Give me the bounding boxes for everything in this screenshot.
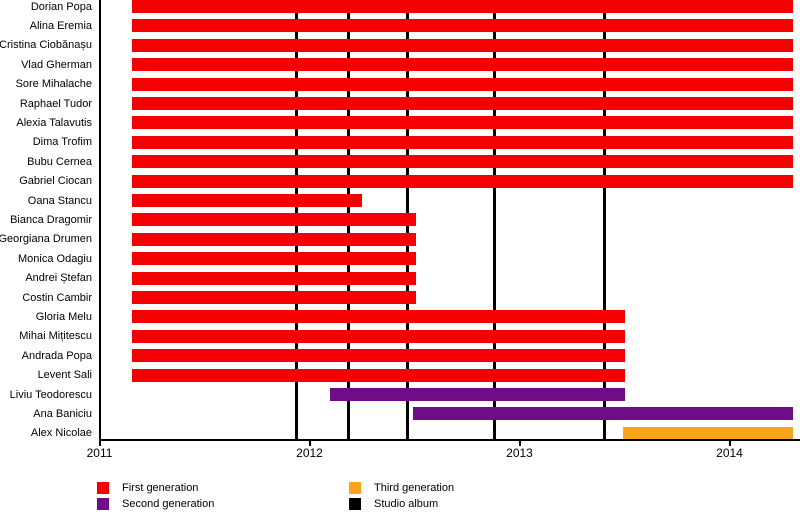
member-bar-second-generation [330,388,625,401]
member-bar-second-generation [413,407,794,421]
member-label: Alexia Talavutis [16,116,92,129]
member-label: Alina Eremia [29,19,92,32]
member-bar-first-generation [132,291,416,304]
member-bar-third-generation [623,426,794,440]
member-label: Alex Nicolae [30,427,92,440]
member-bar-first-generation [132,329,625,343]
member-bar-first-generation [132,252,416,266]
legend-label-album: Studio album [374,498,439,510]
member-bar-first-generation [132,349,625,363]
member-bar-first-generation [132,135,794,149]
member-bar-first-generation [132,0,794,13]
legend-label-second: Second generation [122,498,215,510]
member-bar-first-generation [132,77,794,91]
member-bar-first-generation [132,58,794,72]
member-label: Bubu Cernea [27,155,92,168]
member-label: Liviu Teodorescu [9,388,92,401]
legend-swatch-second [97,498,109,510]
member-label: Levent Sali [37,369,92,382]
member-label: Dorian Popa [30,0,92,13]
legend-swatch-third [349,482,361,494]
member-bar-first-generation [132,368,625,382]
member-label: Andrada Popa [21,349,92,362]
member-bar-first-generation [132,194,363,207]
member-label: Andrei Ștefan [25,272,92,285]
x-axis-line [99,439,800,441]
x-axis-tick-label: 2012 [296,446,323,460]
x-axis-tick-label: 2011 [86,446,113,460]
legend-label-first: First generation [122,482,199,494]
member-label: Cristina Ciobănașu [0,39,92,52]
x-axis-tick [518,441,521,446]
member-label: Sore Mihalache [15,78,92,91]
member-bar-first-generation [132,116,794,130]
member-bar-first-generation [132,174,794,188]
member-bar-first-generation [132,232,416,246]
y-axis-spine [99,0,101,440]
legend-swatch-album [349,498,361,510]
member-label: Monica Odagiu [18,252,92,265]
x-axis-tick [308,441,311,446]
member-bar-first-generation [132,97,794,110]
member-bar-first-generation [132,19,794,33]
member-label: Ana Baniciu [33,407,92,420]
legend-label-third: Third generation [374,482,455,494]
member-label: Vlad Gherman [21,58,92,71]
member-label: Georgiana Drumen [0,233,92,246]
legend-swatch-first [97,482,109,494]
member-label: Costin Cambir [22,291,92,304]
x-axis-tick-label: 2013 [506,446,533,460]
member-label: Mihai Mițitescu [19,330,92,343]
member-bar-first-generation [132,38,794,52]
member-label: Gloria Melu [35,310,92,323]
member-label: Dima Trofim [32,136,92,149]
member-bar-first-generation [132,310,625,324]
member-bar-first-generation [132,213,416,227]
member-label: Bianca Dragomir [10,213,92,226]
member-bar-first-generation [132,155,794,169]
member-label: Gabriel Ciocan [19,175,92,188]
member-bar-first-generation [132,271,416,285]
x-axis-tick-label: 2014 [716,446,743,460]
x-axis-tick [728,441,731,446]
studio-album-line [603,0,607,440]
studio-album-line [493,0,497,440]
member-label: Raphael Tudor [19,97,92,110]
member-label: Oana Stancu [27,194,92,207]
x-axis-tick [98,441,101,446]
